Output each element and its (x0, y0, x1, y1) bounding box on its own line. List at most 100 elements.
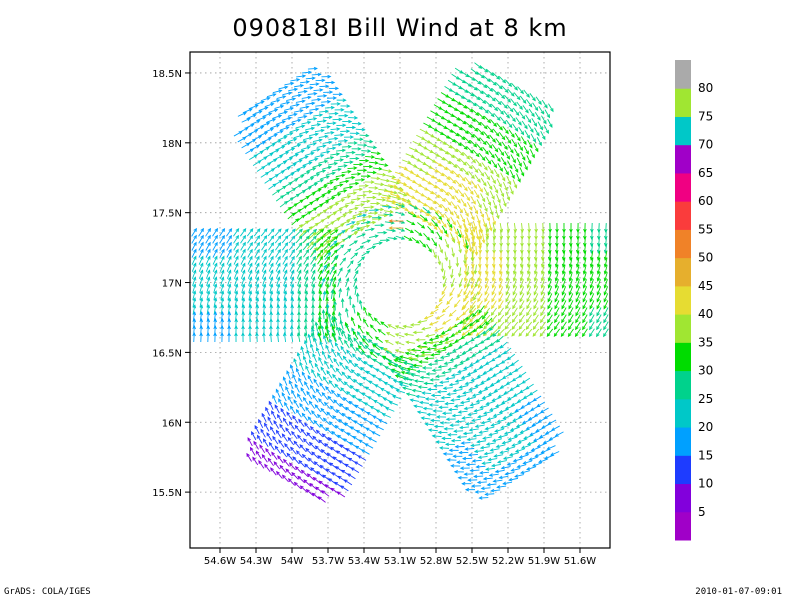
wind-vector-north-northeast (490, 119, 498, 127)
wind-vector-south-southeast (504, 405, 515, 410)
wind-vector-south-southwest (307, 333, 312, 344)
wind-vector-north-northwest (318, 184, 328, 190)
wind-vector-south-southeast (457, 475, 468, 480)
wind-vector-north-northeast (482, 218, 487, 228)
wind-vector-north-northeast (441, 203, 448, 212)
wind-vector-north-northeast (433, 160, 443, 167)
wind-vector-north-northwest (307, 91, 318, 96)
wind-vector-north-northwest (401, 197, 412, 203)
wind-vector-north-northwest (301, 95, 312, 100)
wind-vector-south-southwest (311, 368, 317, 378)
wind-vector-south-southeast (439, 421, 450, 425)
wind-vector-south-southwest (316, 470, 325, 478)
wind-vector-south-southeast (419, 375, 430, 380)
wind-vector-north-northeast (538, 105, 545, 115)
wind-vector-west (212, 255, 218, 265)
wind-vector-east (533, 300, 539, 310)
wind-vector-east (576, 230, 580, 241)
wind-vector-north-northeast (443, 157, 452, 165)
wind-vector-eyewall (468, 305, 476, 314)
wind-vector-south-southeast (530, 405, 540, 411)
wind-vector-south-southwest (258, 418, 264, 429)
wind-vector-south-southeast (496, 485, 507, 489)
wind-vector-west (253, 228, 261, 237)
wind-vector-north-northeast (544, 109, 551, 119)
wind-vector-west (205, 234, 211, 244)
wind-vector-eyewall (455, 257, 460, 268)
wind-vector-west (282, 332, 287, 343)
wind-vector-west (325, 283, 330, 294)
wind-vector-east (540, 293, 546, 303)
wind-vector-east (554, 286, 560, 296)
wind-vector-north-northeast (505, 191, 511, 202)
wind-vector-south-southwest (295, 408, 302, 418)
wind-vector-north-northeast (459, 158, 467, 166)
wind-vector-north-northeast (515, 117, 522, 126)
wind-vector-east (575, 321, 581, 331)
wind-vector-south-southwest (284, 401, 290, 411)
wind-vector-west (311, 276, 316, 286)
wind-vector-north-northwest (360, 174, 372, 178)
wind-vector-south-southwest (312, 352, 318, 363)
wind-vector-eyewall (446, 296, 453, 306)
wind-vector-west (288, 228, 296, 237)
wind-vector-south-southwest (315, 346, 321, 357)
wind-vector-eyewall (337, 267, 343, 277)
wind-vector-south-southwest (253, 440, 259, 450)
wind-vector-south-southwest (350, 410, 360, 417)
wind-vector-north-northwest (332, 92, 343, 97)
wind-vector-south-southeast (489, 381, 500, 386)
wind-vector-east (540, 272, 545, 282)
wind-vector-north-northeast (428, 197, 437, 205)
wind-vector-north-northeast (455, 179, 463, 188)
wind-vector-east (575, 300, 581, 310)
wind-vector-east (526, 307, 532, 317)
wind-vector-south-southwest (342, 329, 347, 340)
wind-vector-eyewall (457, 288, 463, 298)
wind-vector-south-southeast (436, 415, 447, 419)
wind-vector-east (603, 258, 608, 268)
wind-vector-east (561, 293, 567, 303)
wind-vector-south-southeast (409, 398, 420, 403)
wind-vector-north-northeast (469, 155, 477, 164)
wind-vector-south-southeast (444, 335, 455, 340)
wind-vector-east (553, 328, 561, 338)
wind-vector-eyewall (458, 267, 462, 278)
wind-vector-north-northeast (445, 126, 454, 133)
wind-vector-south-southwest (399, 367, 410, 372)
wind-vector-north-northwest (306, 167, 317, 172)
wind-vector-south-southeast (532, 437, 543, 442)
colorbar-label: 40 (698, 307, 713, 321)
wind-vector-west (219, 262, 225, 272)
wind-vector-eyewall (340, 297, 345, 308)
wind-vector-south-southeast (525, 425, 535, 430)
wind-vector-south-southeast (490, 488, 501, 493)
wind-vector-north-northwest (295, 99, 306, 104)
wind-vector-south-southeast (554, 431, 564, 437)
wind-vector-east (491, 272, 496, 282)
wind-vector-north-northeast (511, 82, 519, 91)
wind-vector-west (240, 269, 246, 279)
wind-vector-north-northwest (310, 198, 320, 204)
wind-vector-west (261, 269, 267, 279)
wind-vector-west (205, 241, 211, 251)
wind-vector-south-southwest (314, 445, 323, 453)
wind-vector-north-northwest (254, 150, 264, 157)
wind-vector-west (254, 235, 261, 244)
wind-vector-south-southwest (327, 395, 335, 404)
wind-vector-east (497, 307, 504, 317)
wind-vector-west (254, 255, 260, 265)
wind-vector-south-southeast (411, 388, 422, 393)
wind-vector-east (476, 300, 483, 310)
wind-vector-west (274, 235, 282, 244)
wind-vector-south-southeast (496, 460, 507, 464)
wind-vector-eyewall (463, 254, 467, 265)
x-tick-label: 53.4W (348, 556, 380, 567)
wind-vector-north-northwest (356, 218, 367, 223)
wind-vector-eyewall (418, 345, 429, 350)
wind-vector-north-northwest (327, 187, 338, 192)
wind-vector-north-northwest (331, 192, 342, 198)
wind-vector-north-northwest (283, 157, 294, 162)
wind-vector-north-northeast (418, 200, 428, 207)
wind-vector-north-northwest (274, 155, 284, 161)
